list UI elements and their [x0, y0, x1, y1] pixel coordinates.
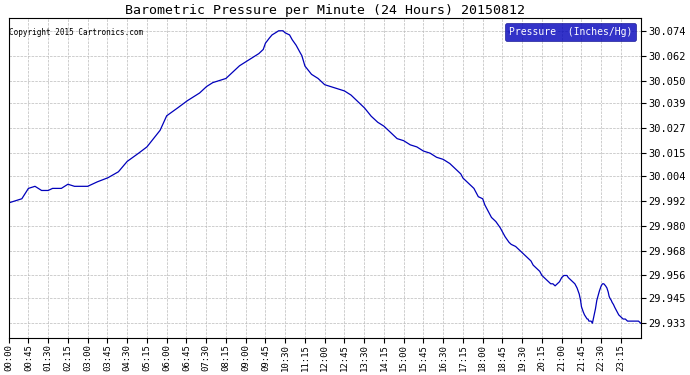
Legend: Pressure  (Inches/Hg): Pressure (Inches/Hg): [504, 23, 635, 41]
Text: Copyright 2015 Cartronics.com: Copyright 2015 Cartronics.com: [9, 28, 144, 37]
Title: Barometric Pressure per Minute (24 Hours) 20150812: Barometric Pressure per Minute (24 Hours…: [125, 4, 524, 17]
